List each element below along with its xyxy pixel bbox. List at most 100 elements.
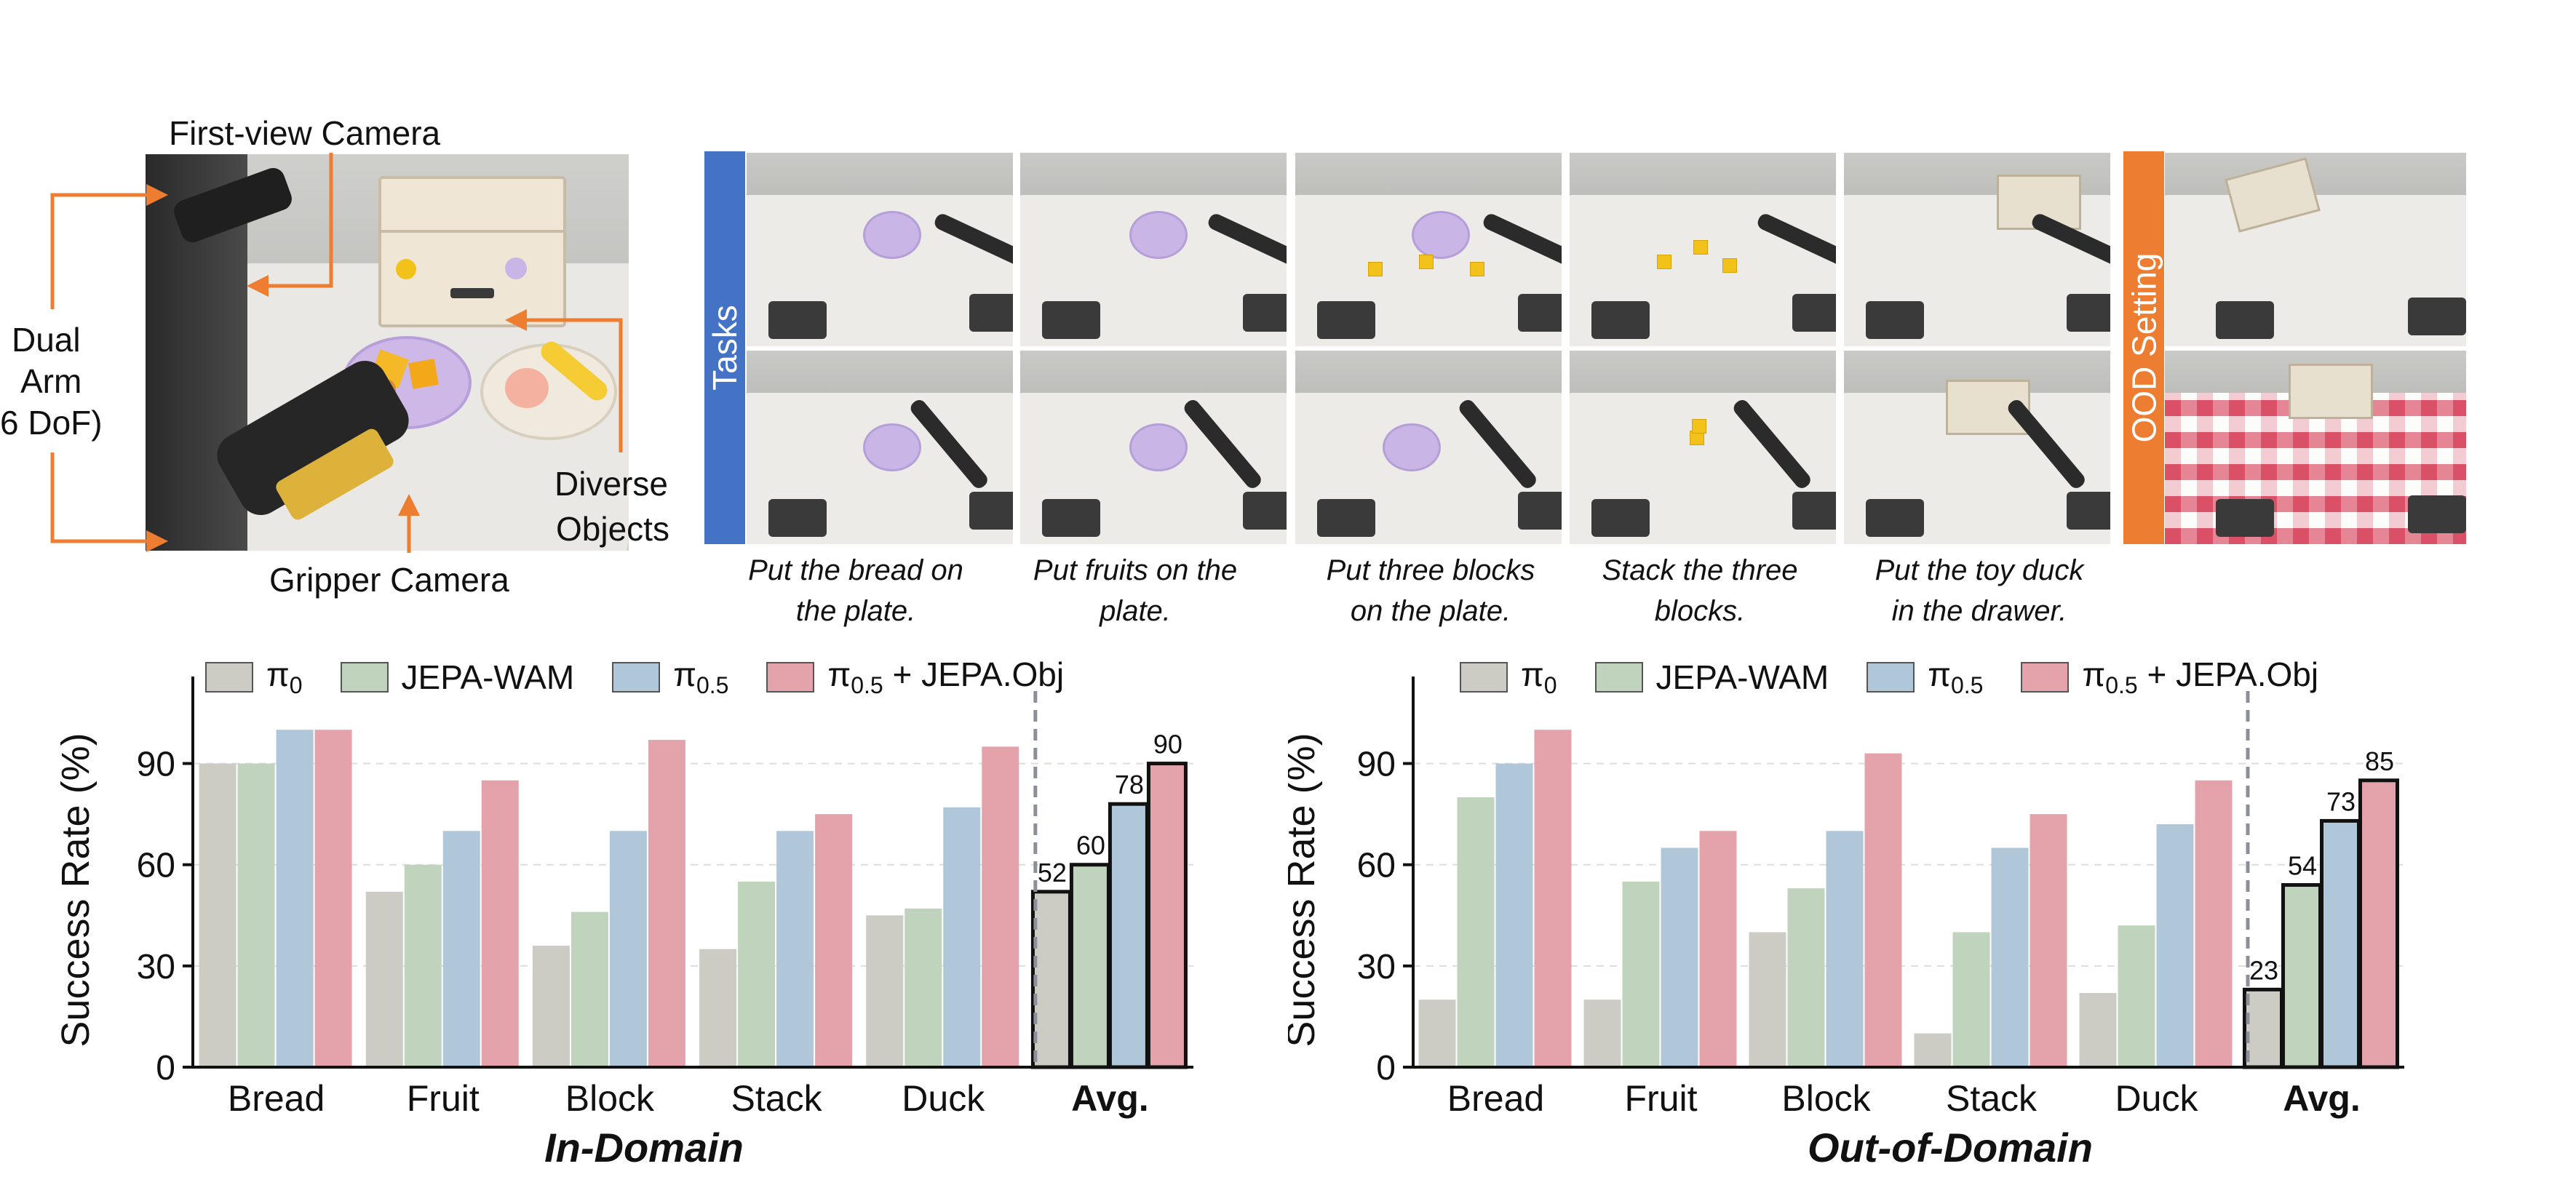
robot-base (969, 492, 1013, 530)
photo-wall (747, 153, 1013, 198)
avg-value-label-3: 85 (2365, 746, 2394, 776)
legend-item-pi0: π0 (205, 655, 303, 699)
plate (1129, 423, 1188, 471)
bar-fruit-series-1 (404, 864, 442, 1067)
legend-label: π0.5 (1928, 655, 1984, 699)
legend-label: JEPA-WAM (401, 658, 575, 696)
robot-base (1317, 301, 1375, 339)
bar-fruit-series-0 (365, 891, 403, 1067)
bar-fruit-series-2 (1661, 847, 1698, 1067)
caption-1-line2: the plate. (795, 595, 916, 627)
x-tick-fruit: Fruit (407, 1078, 480, 1119)
y-tick-30: 30 (1357, 948, 1396, 986)
bar-stack-series-3 (815, 814, 853, 1067)
ood-photo-1 (2165, 153, 2466, 346)
bar-bread-series-3 (314, 730, 352, 1067)
robot-base (1243, 294, 1287, 332)
avg-value-label-1: 54 (2288, 851, 2317, 881)
x-tick-stack: Stack (1946, 1078, 2038, 1119)
legend-label: π0.5 + JEPA.Obj (2082, 655, 2319, 699)
ood-band: OOD Setting (2123, 151, 2164, 544)
task-photo-5-1 (1844, 153, 2110, 346)
bar-stack-series-3 (2030, 814, 2067, 1067)
task-photo-4-1 (1570, 153, 1836, 346)
y-axis-label: Success Rate (%) (1288, 733, 1323, 1047)
task-photo-1-2 (747, 351, 1013, 544)
robot-base (1591, 301, 1650, 339)
bar-duck-series-1 (905, 909, 942, 1067)
caption-2: Put fruits on the plate. (997, 550, 1273, 631)
bar-avg-series-1 (1069, 863, 1110, 1069)
bar-fruit-series-0 (1583, 1000, 1621, 1067)
caption-4: Stack the three blocks. (1562, 550, 1838, 631)
x-tick-duck: Duck (2115, 1078, 2199, 1119)
chart-title: In-Domain (544, 1125, 744, 1170)
bar-bread-series-2 (276, 730, 314, 1067)
legend-label: π0.5 (673, 655, 729, 699)
y-tick-0: 0 (1376, 1049, 1396, 1088)
legend-swatch (1460, 661, 1508, 693)
bar-bread-series-0 (1418, 1000, 1456, 1067)
bar-fruit-series-3 (481, 780, 519, 1067)
bar-duck-series-2 (943, 807, 981, 1067)
block (1657, 255, 1671, 269)
robot-base (1243, 492, 1287, 530)
dual-arm-label-line3: 6 DoF) (0, 404, 103, 442)
photo-wall (1570, 153, 1836, 198)
photo-wall (747, 351, 1013, 396)
robot-base (1792, 294, 1836, 332)
x-tick-stack: Stack (731, 1078, 823, 1119)
legend-item-jepa-wam: JEPA-WAM (1594, 658, 1829, 697)
legend-item-pi05-jepa-obj: π0.5 + JEPA.Obj (2021, 655, 2318, 699)
legend-swatch (1867, 661, 1915, 693)
setup-photo (146, 154, 629, 551)
x-tick-block: Block (1781, 1078, 1871, 1119)
avg-value-label-2: 78 (1115, 770, 1144, 799)
legend-swatch (2021, 661, 2070, 693)
caption-4-line2: blocks. (1654, 595, 1746, 627)
legend-swatch (205, 661, 253, 693)
tasks-band-label: Tasks (706, 305, 744, 391)
caption-1-line1: Put the bread on (748, 554, 963, 586)
bar-avg-series-3 (1146, 762, 1188, 1069)
bar-avg-series-3 (2358, 778, 2399, 1069)
chart-in-domain: Bread Fruit Block Stack Duck 52 60 78 90 Avg. 0 30 6… (54, 677, 1193, 1170)
legend-out-of-domain: π0 JEPA-WAM π0.5 π0.5 + JEPA.Obj (1460, 655, 2356, 699)
ood-photo-2 (2165, 351, 2466, 544)
robot-base (768, 301, 827, 339)
bar-fruit-series-3 (1699, 831, 1737, 1067)
task-photo-5-2 (1844, 351, 2110, 544)
robot-base (969, 294, 1013, 332)
caption-2-line2: plate. (1100, 595, 1171, 627)
bar-duck-series-2 (2156, 824, 2194, 1067)
block (1692, 419, 1706, 434)
bar-duck-series-3 (982, 746, 1019, 1067)
bar-bread-series-1 (237, 763, 275, 1067)
robot-base (1317, 499, 1375, 537)
caption-3-line2: on the plate. (1350, 595, 1511, 627)
block (1419, 255, 1434, 269)
y-tick-90: 90 (137, 746, 175, 784)
bar-stack-series-2 (776, 831, 814, 1067)
bar-block-series-1 (1787, 888, 1825, 1067)
y-tick-60: 60 (137, 847, 175, 885)
bar-bread-series-2 (1495, 763, 1533, 1067)
drawer (2289, 364, 2373, 419)
photo-wall (1570, 351, 1836, 396)
avg-value-label-1: 60 (1076, 831, 1105, 861)
legend-swatch (766, 661, 815, 693)
ood-band-label: OOD Setting (2125, 252, 2163, 443)
chart-title: Out-of-Domain (1808, 1125, 2093, 1170)
block (1722, 258, 1737, 273)
caption-3-line1: Put three blocks (1326, 554, 1535, 586)
dual-arm-label-line1: Dual (12, 321, 81, 359)
bar-block-series-3 (648, 740, 685, 1067)
photo-wall (1020, 153, 1287, 198)
task-photo-2-1 (1020, 153, 1287, 346)
block (1470, 262, 1484, 276)
robot-base (2216, 499, 2274, 537)
avg-value-label-0: 52 (1038, 858, 1067, 887)
gripper-camera-label: Gripper Camera (269, 561, 509, 599)
task-photo-4-2 (1570, 351, 1836, 544)
robot-base (1042, 301, 1100, 339)
